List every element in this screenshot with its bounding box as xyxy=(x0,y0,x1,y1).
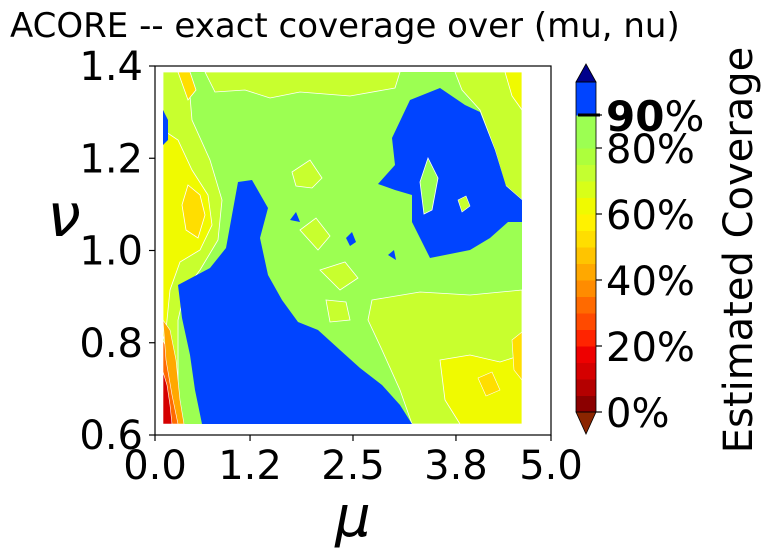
colorbar-segment xyxy=(576,329,596,347)
colorbar-label: Estimated Coverage xyxy=(716,47,762,453)
colorbar-segment xyxy=(576,313,596,330)
colorbar-segment xyxy=(576,395,596,413)
coverage-region-mid-2 xyxy=(299,217,331,251)
y-axis-label: ν xyxy=(47,181,81,251)
coverage-region-corner-red xyxy=(163,371,173,424)
colorbar-segment xyxy=(576,181,596,198)
colorbar-segment xyxy=(576,115,596,132)
coverage-region-corner-orange xyxy=(163,319,185,424)
coverage-region-mid-1 xyxy=(291,159,323,189)
colorbar-segment xyxy=(576,346,596,363)
colorbar-segment xyxy=(576,82,596,99)
colorbar-tick-label: 80% xyxy=(606,127,695,173)
colorbar-tick-label: 0% xyxy=(606,391,669,437)
coverage-region-mid-3 xyxy=(319,261,359,291)
coverage-region-90-upper-right xyxy=(378,88,522,258)
x-axis-label: μ xyxy=(334,485,371,550)
coverage-hole-small xyxy=(457,195,471,213)
colorbar-segment xyxy=(576,197,596,215)
colorbar-extend-high xyxy=(575,63,597,83)
colorbar-tick-label-emphasized: 90% xyxy=(606,92,704,141)
coverage-region-bottom-right-inner xyxy=(477,371,501,397)
coverage-region-left-hot xyxy=(181,184,206,239)
coverage-region-90-large xyxy=(178,180,412,424)
coverage-region-top-left xyxy=(177,72,197,101)
colorbar-segment xyxy=(576,296,596,314)
colorbar-tick-label: 20% xyxy=(606,325,695,371)
coverage-region-right-hot xyxy=(511,331,522,381)
x-tick-label: 0.0 xyxy=(123,443,187,489)
colorbar-segment xyxy=(576,263,596,281)
y-tick-label: 1.2 xyxy=(79,136,143,182)
colorbar-segment xyxy=(576,247,596,264)
colorbar: 0% 20% 40% 60% 80%90% xyxy=(575,63,704,437)
chart-title: ACORE -- exact coverage over (mu, nu) xyxy=(10,6,680,46)
x-tick-label: 1.2 xyxy=(218,443,282,489)
coverage-region-90-dot-3 xyxy=(388,250,396,260)
coverage-region-top-band xyxy=(204,72,401,99)
y-tick-label: 1.4 xyxy=(79,44,143,90)
colorbar-segment xyxy=(576,280,596,297)
colorbar-extend-low xyxy=(575,411,597,435)
colorbar-threshold-suffix: % xyxy=(664,92,704,141)
colorbar-segment xyxy=(576,164,596,182)
y-tick-label: 0.8 xyxy=(79,321,143,367)
colorbar-segment xyxy=(576,362,596,380)
colorbar-segment xyxy=(576,214,596,231)
coverage-region-90-dot-2 xyxy=(346,232,356,246)
colorbar-segment xyxy=(576,379,596,396)
y-tick-label: 1.0 xyxy=(79,229,143,275)
coverage-region-90-dot-1 xyxy=(290,212,300,222)
colorbar-frame xyxy=(575,81,597,413)
y-tick-label: 0.6 xyxy=(79,413,143,459)
colorbar-segment xyxy=(576,131,596,149)
colorbar-tick-label: 60% xyxy=(606,193,695,239)
x-tick-label: 2.5 xyxy=(321,443,385,489)
colorbar-segment xyxy=(576,98,596,116)
x-tick-label: 5.0 xyxy=(519,443,583,489)
coverage-region-mid-4 xyxy=(325,299,351,323)
coverage-region-90-left-strip xyxy=(163,110,168,145)
coverage-hole-upper-right xyxy=(419,156,439,215)
x-tick-label: 3.8 xyxy=(424,443,488,489)
coverage-region-top-right-hot xyxy=(504,72,522,111)
colorbar-segment xyxy=(576,148,596,165)
colorbar-threshold-value: 90 xyxy=(606,92,664,141)
y-axis: 0.6 0.8 1.0 1.2 1.4 xyxy=(79,44,155,459)
colorbar-segment xyxy=(576,230,596,248)
colorbar-tick-label: 40% xyxy=(606,259,695,305)
coverage-region-bottom-right-hot xyxy=(439,354,522,424)
x-axis: 0.0 1.2 2.5 3.8 5.0 xyxy=(123,435,583,489)
contour-fill xyxy=(163,72,522,424)
